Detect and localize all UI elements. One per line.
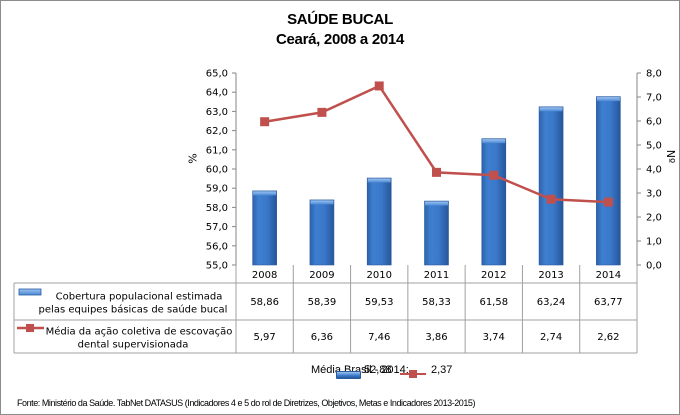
bar-legend-swatch-icon	[336, 371, 361, 379]
table-year-header: 2012	[481, 270, 506, 281]
table-cell: 58,33	[422, 297, 451, 308]
line-marker	[374, 81, 384, 91]
chart-title: SAÚDE BUCAL	[287, 11, 393, 28]
left-axis-tick-label: 65,0	[206, 69, 228, 80]
table-year-header: 2008	[252, 270, 277, 281]
table-cell: 3,86	[425, 332, 447, 343]
left-axis-tick-label: 61,0	[206, 145, 228, 156]
chart-subtitle: Ceará, 2008 a 2014	[275, 31, 405, 48]
table-row-label: Média da ação coletiva de escovação	[46, 326, 233, 338]
line-marker	[317, 107, 327, 117]
bar-legend-key-icon	[18, 288, 42, 296]
bar-highlight	[596, 97, 620, 102]
line-marker	[260, 117, 270, 127]
table-cell: 3,74	[483, 332, 505, 343]
bar-highlight	[310, 200, 334, 205]
bar-highlight	[253, 191, 277, 196]
left-axis-tick-label: 62,0	[206, 126, 228, 137]
table-cell: 7,46	[368, 332, 390, 343]
table-year-header: 2011	[424, 270, 449, 281]
left-axis-tick-label: 57,0	[206, 222, 228, 233]
left-axis-tick-label: 63,0	[206, 107, 228, 118]
left-axis-tick-label: 56,0	[206, 241, 228, 252]
right-axis-tick-label: 1,0	[646, 237, 662, 248]
line-marker	[546, 194, 556, 204]
right-axis-tick-label: 7,0	[646, 93, 662, 104]
left-axis-tick-label: 64,0	[206, 88, 228, 99]
table-cell: 6,36	[311, 332, 333, 343]
table-cell: 61,58	[479, 297, 508, 308]
bar	[538, 106, 564, 266]
bar-highlight	[482, 139, 506, 144]
line-marker	[603, 197, 613, 207]
right-axis-tick-label: 4,0	[646, 165, 662, 176]
left-axis-tick-label: 60,0	[206, 165, 228, 176]
bar-highlight	[367, 178, 391, 183]
left-axis-tick-label: 59,0	[206, 184, 228, 195]
table-cell: 59,53	[365, 297, 394, 308]
bar	[252, 190, 277, 266]
table-year-header: 2010	[366, 270, 391, 281]
table-year-header: 2009	[309, 270, 334, 281]
brazil-average-label: Média Brasil - 2014:	[311, 364, 409, 376]
right-axis-tick-label: 0,0	[646, 261, 662, 272]
right-axis-tick-label: 8,0	[646, 69, 662, 80]
table-cell: 63,24	[537, 297, 566, 308]
bar	[424, 200, 449, 266]
brazil-average-line-value: 2,37	[431, 364, 453, 376]
left-axis-tick-label: 58,0	[206, 203, 228, 214]
table-row-label: pelas equipes básicas de saúde bucal	[39, 304, 228, 316]
bar	[309, 199, 335, 266]
table-cell: 2,74	[540, 332, 562, 343]
table-row-label: Cobertura populacional estimada	[56, 292, 223, 303]
line-marker	[432, 167, 441, 177]
line-legend-swatch-icon	[400, 368, 426, 380]
left-axis-tick-label: 55,0	[206, 261, 228, 272]
right-axis-label: Nº	[664, 149, 678, 164]
bar	[596, 96, 621, 266]
bar	[366, 177, 392, 266]
table-cell: 63,77	[594, 297, 623, 308]
left-axis-label: %	[186, 153, 200, 164]
table-cell: 5,97	[254, 332, 276, 343]
line-marker	[489, 170, 499, 180]
table-cell: 58,86	[250, 297, 279, 308]
table-year-header: 2013	[538, 270, 563, 281]
table-year-header: 2014	[596, 270, 621, 281]
table-cell: 2,62	[597, 332, 619, 343]
table-row-label: dental supervisionada	[78, 340, 189, 351]
right-axis-tick-label: 3,0	[646, 189, 662, 200]
source-note: Fonte: Ministério da Saúde. TabNet DATAS…	[17, 398, 476, 408]
bar	[481, 138, 507, 266]
line-legend-key-marker-icon	[26, 324, 34, 332]
right-axis-tick-label: 2,0	[646, 213, 662, 224]
table-cell: 58,39	[308, 297, 337, 308]
right-axis-tick-label: 6,0	[646, 117, 662, 128]
bar-highlight	[425, 201, 448, 206]
right-axis-tick-label: 5,0	[646, 141, 662, 152]
brazil-average-bar-value: 52,88	[364, 364, 392, 376]
bar-highlight	[539, 107, 563, 112]
